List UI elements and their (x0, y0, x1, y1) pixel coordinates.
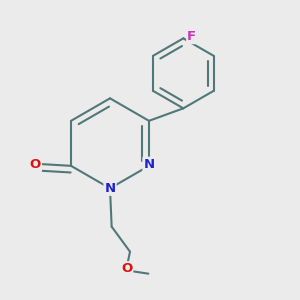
Text: F: F (187, 30, 196, 43)
Text: O: O (121, 262, 132, 275)
Text: O: O (30, 158, 41, 171)
Text: N: N (104, 182, 116, 195)
Text: N: N (143, 158, 155, 171)
